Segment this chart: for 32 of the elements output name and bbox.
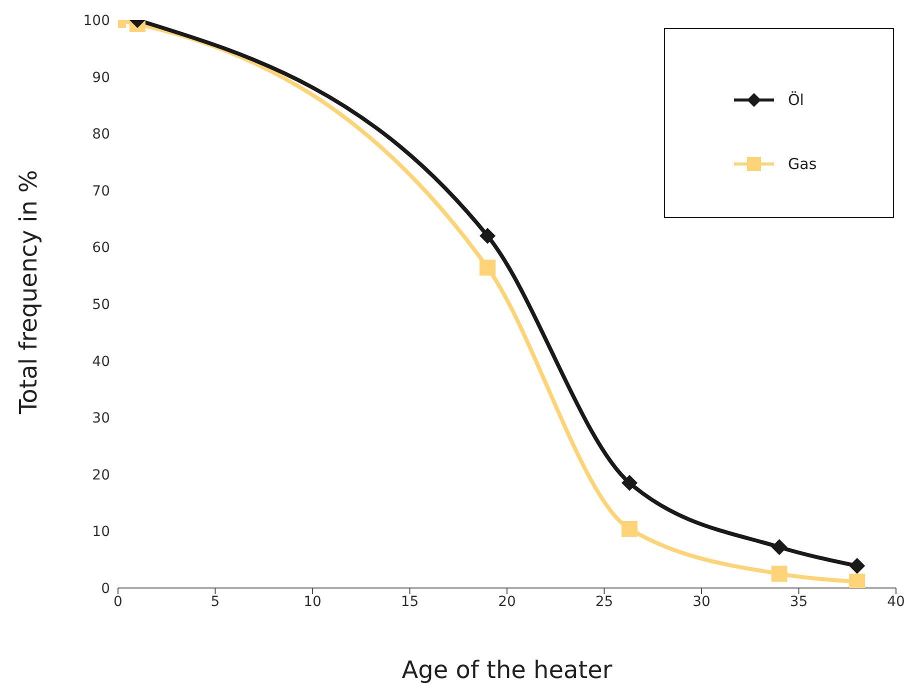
x-tick-label: 40 [887,594,905,610]
x-tick-label: 25 [595,594,614,610]
legend-label: Gas [788,155,817,173]
y-tick-label: 50 [92,296,110,313]
y-tick-label: 0 [101,580,110,597]
point [849,574,866,588]
x-tick-label: 0 [114,594,122,610]
point [622,474,638,491]
x-tick-label: 30 [692,594,710,610]
x-tick-label: 5 [210,594,220,610]
y-tick-label: 40 [92,354,110,370]
x-tick-label: 35 [790,594,808,610]
y-tick-label: 20 [92,467,110,484]
point [771,566,788,582]
y-tick-label: 30 [92,410,110,427]
y-tick-label: 90 [92,70,110,86]
point [622,520,638,537]
y-tick-label: 70 [92,183,110,200]
point [771,539,788,556]
y-axis-title: Total frequency in % [14,170,43,415]
y-tick-label: 100 [83,12,110,29]
legend-label: Öl [788,91,804,109]
y-tick-label: 10 [92,524,110,540]
x-tick-label: 15 [400,594,419,610]
y-tick-label: 80 [92,126,110,143]
x-tick-label: 10 [304,594,322,610]
y-tick-label: 60 [92,240,110,256]
x-tick-label: 20 [498,594,516,610]
x-axis-title: Age of the heater [402,656,612,684]
point [480,260,496,276]
point [480,228,496,244]
point [849,558,866,574]
